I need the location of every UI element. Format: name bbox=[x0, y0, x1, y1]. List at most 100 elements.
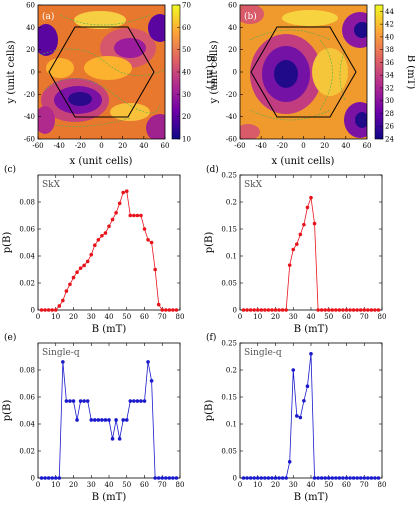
data-point bbox=[128, 399, 133, 403]
y-axis-label: p(B) bbox=[2, 232, 13, 254]
data-point bbox=[103, 418, 108, 422]
y-tick-label: 0.1 bbox=[226, 421, 237, 429]
series-line bbox=[243, 353, 379, 479]
data-point bbox=[245, 476, 249, 480]
data-point bbox=[252, 476, 256, 480]
data-point bbox=[373, 476, 377, 480]
data-point bbox=[284, 308, 288, 312]
data-point bbox=[142, 227, 147, 231]
x-tick-label: 80 bbox=[378, 313, 387, 321]
x-axis-label: x (unit cells) bbox=[272, 156, 335, 167]
chart-f: 0 10 20 30 40 50 60 70 80 0 0.05 0.1 0.15 0.2 0.25 (f) S… bbox=[204, 332, 386, 503]
colorbar-label: B (mT) bbox=[405, 55, 415, 90]
data-point bbox=[128, 213, 133, 218]
data-point bbox=[334, 308, 338, 312]
data-point bbox=[295, 242, 299, 246]
data-point bbox=[64, 399, 69, 403]
data-point bbox=[114, 418, 118, 422]
data-point bbox=[160, 308, 165, 312]
map-panel-a: (a) -60 -40 -20 0 20 40 60 60 40 20 0 -20 -40 -60 70 6… bbox=[6, 2, 215, 168]
data-point bbox=[316, 308, 320, 312]
x-tick-label: 10 bbox=[51, 313, 60, 321]
y-tick-label: 0.05 bbox=[221, 280, 237, 288]
x-tick-label: 20 bbox=[118, 142, 127, 150]
data-point bbox=[305, 384, 310, 389]
colorbar-tick-label: 44 bbox=[385, 8, 394, 16]
x-axis-label: B (mT) bbox=[294, 492, 329, 503]
panel-label: (b) bbox=[244, 11, 257, 22]
data-point bbox=[358, 476, 363, 480]
data-point bbox=[114, 211, 118, 215]
data-point bbox=[263, 308, 267, 312]
data-point bbox=[117, 201, 122, 206]
data-point bbox=[93, 418, 97, 422]
hexagon-outline bbox=[250, 26, 357, 118]
x-tick-label: 0 bbox=[238, 313, 242, 321]
data-point bbox=[280, 476, 285, 480]
x-tick-label: 50 bbox=[324, 481, 333, 489]
x-tick-label: 60 bbox=[140, 481, 149, 489]
x-tick-label: 0 bbox=[36, 313, 40, 321]
colorbar-tick-label: 10 bbox=[182, 136, 191, 144]
data-point bbox=[326, 308, 331, 312]
data-point bbox=[245, 308, 249, 312]
y-tick-label: 0.06 bbox=[19, 394, 35, 402]
x-tick-label: -20 bbox=[75, 142, 86, 150]
x-tick-label: 10 bbox=[253, 313, 262, 321]
y-tick-label: 0 bbox=[31, 307, 35, 315]
data-point bbox=[132, 213, 136, 218]
x-tick-label: -60 bbox=[234, 142, 245, 150]
data-point bbox=[334, 476, 338, 480]
data-point bbox=[355, 476, 359, 480]
y-tick-label: 20 bbox=[26, 46, 35, 54]
hexagon-outline bbox=[48, 26, 155, 118]
data-point bbox=[68, 282, 72, 287]
y-tick-label: 40 bbox=[228, 24, 237, 32]
x-tick-label: 0 bbox=[36, 481, 40, 489]
data-point bbox=[124, 189, 129, 193]
data-point bbox=[96, 418, 101, 422]
data-point bbox=[50, 476, 54, 480]
plot-frame bbox=[37, 174, 181, 311]
x-tick-label: 10 bbox=[51, 481, 60, 489]
y-tick-label: 0.25 bbox=[221, 340, 237, 348]
y-tick-label: 0.1 bbox=[226, 253, 237, 261]
data-point bbox=[89, 252, 94, 257]
data-point bbox=[351, 308, 356, 312]
x-tick-label: -20 bbox=[277, 142, 288, 150]
data-point bbox=[146, 360, 150, 364]
data-point bbox=[100, 418, 104, 422]
colorbar-tick-label: 42 bbox=[385, 21, 394, 29]
y-tick-label: 0.02 bbox=[19, 448, 35, 456]
data-point bbox=[75, 418, 79, 422]
y-tick-label: 0.08 bbox=[19, 367, 35, 375]
colorbar-tick-label: 60 bbox=[182, 24, 191, 32]
x-tick-label: 20 bbox=[271, 313, 280, 321]
data-point bbox=[174, 308, 179, 312]
x-tick-label: 50 bbox=[122, 481, 131, 489]
x-tick-label: 50 bbox=[122, 313, 131, 321]
data-point bbox=[259, 476, 264, 480]
data-point bbox=[287, 460, 292, 464]
data-point bbox=[376, 476, 381, 480]
field-map-b bbox=[240, 5, 367, 139]
data-point bbox=[153, 267, 157, 272]
data-point bbox=[85, 399, 90, 403]
data-point bbox=[68, 399, 72, 403]
data-point bbox=[255, 308, 260, 312]
data-point bbox=[273, 308, 278, 312]
data-point bbox=[71, 275, 76, 280]
data-point bbox=[323, 476, 328, 480]
y-tick-label: 0.06 bbox=[19, 226, 35, 234]
data-point bbox=[124, 418, 129, 422]
data-point bbox=[82, 263, 86, 268]
data-point bbox=[358, 308, 363, 312]
data-point bbox=[309, 352, 313, 356]
data-point bbox=[78, 399, 83, 403]
data-point bbox=[348, 476, 352, 480]
data-point bbox=[96, 238, 101, 242]
data-point bbox=[146, 238, 150, 242]
data-point bbox=[50, 308, 54, 312]
panel-label: (e) bbox=[4, 332, 16, 343]
data-point bbox=[266, 476, 271, 480]
